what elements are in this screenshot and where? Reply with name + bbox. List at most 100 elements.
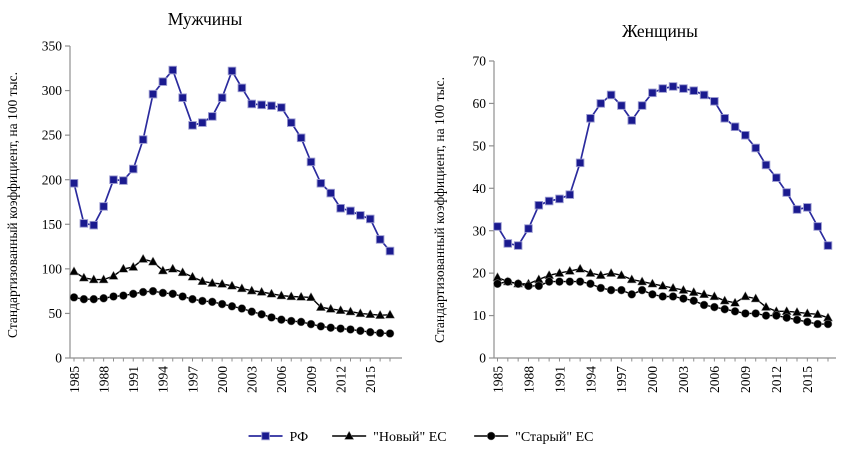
triangle-marker — [355, 308, 366, 318]
triangle-marker — [147, 256, 159, 266]
circle-marker — [217, 299, 227, 309]
x-tick-label: 1994 — [156, 366, 171, 393]
legend-label: РФ — [290, 430, 309, 445]
square-marker — [679, 84, 688, 93]
y-tick-label: 10 — [473, 308, 487, 323]
axes: 0 50 100 150 200 250 300 350 1985 1988 1991 1994 199… — [42, 39, 402, 393]
circle-marker — [524, 281, 533, 291]
square-marker — [306, 157, 316, 167]
y-tick-label: 30 — [473, 223, 487, 238]
square-marker — [296, 133, 306, 143]
triangle-marker — [177, 267, 188, 277]
square-marker — [148, 89, 158, 99]
circle-marker — [366, 327, 375, 337]
legend: РФ "Новый" ЕС "Старый" ЕС — [248, 430, 594, 445]
square-marker — [813, 222, 822, 231]
triangle-marker — [276, 290, 287, 300]
circle-marker — [648, 290, 657, 299]
square-marker — [627, 116, 637, 125]
square-marker — [699, 90, 709, 100]
triangle-marker — [296, 291, 307, 301]
square-marker — [237, 83, 247, 93]
square-marker — [596, 99, 606, 108]
triangle-marker — [564, 265, 575, 275]
x-tick-label: 2006 — [274, 366, 289, 393]
square-marker — [544, 196, 554, 206]
circle-marker — [555, 277, 564, 286]
triangle-marker — [575, 263, 586, 273]
x-tick-label: 1997 — [185, 366, 200, 393]
square-marker — [524, 224, 533, 233]
x-tick-label: 1985 — [67, 366, 82, 393]
y-tick-label: 100 — [42, 261, 63, 276]
circle-marker — [575, 277, 585, 286]
triangle-marker — [197, 276, 208, 285]
circle-marker — [617, 285, 626, 295]
square-marker — [99, 202, 108, 211]
x-tick-label: 2000 — [645, 366, 660, 393]
triangle-marker — [750, 293, 761, 303]
square-marker — [586, 114, 595, 123]
square-marker — [668, 82, 678, 91]
y-tick-label: 300 — [42, 83, 63, 98]
triangle-marker — [606, 267, 617, 277]
triangle-marker — [236, 283, 247, 293]
legend-label: "Новый" ЕС — [373, 430, 446, 445]
y-tick-label: 60 — [473, 96, 487, 111]
circle-marker — [689, 296, 698, 305]
circle-marker — [326, 323, 335, 332]
triangle-marker — [78, 272, 89, 282]
axes: 0 10 20 30 40 50 60 70 1985 1988 1991 1994 1997 2000 2… — [473, 54, 836, 393]
circle-marker — [792, 315, 802, 325]
circle-marker — [346, 325, 355, 334]
circle-marker — [257, 310, 266, 319]
square-marker — [606, 90, 616, 100]
series-line — [496, 85, 829, 247]
x-tick-label: 2003 — [676, 366, 691, 393]
square-marker — [503, 239, 513, 248]
square-marker — [79, 219, 89, 228]
circle-marker — [129, 289, 138, 299]
square-marker — [261, 431, 270, 441]
triangle-marker — [217, 278, 228, 288]
circle-marker — [503, 277, 513, 286]
triangle-marker — [246, 285, 257, 295]
triangle-marker — [256, 286, 267, 296]
square-marker — [257, 100, 266, 110]
x-tick-label: 1991 — [126, 366, 141, 393]
square-marker — [534, 201, 544, 210]
triangle-marker — [68, 266, 80, 276]
series-old-eu — [493, 277, 833, 329]
y-tick-label: 70 — [473, 54, 487, 69]
circle-marker — [79, 294, 89, 304]
circle-marker — [668, 292, 678, 301]
legend-label: "Старый" ЕС — [515, 430, 593, 445]
triangle-marker — [761, 301, 772, 311]
y-tick-label: 50 — [473, 138, 487, 153]
triangle-marker — [384, 309, 396, 319]
triangle-marker — [98, 274, 109, 284]
y-tick-label: 0 — [55, 351, 62, 366]
triangle-marker — [315, 301, 326, 311]
legend-item-new-eu: "Новый" ЕС — [332, 430, 447, 445]
triangle-marker — [118, 263, 129, 273]
triangle-marker — [699, 289, 710, 299]
triangle-marker — [657, 280, 668, 290]
circle-marker — [99, 294, 108, 303]
legend-item-old-eu: "Старый" ЕС — [474, 430, 594, 445]
triangle-marker — [554, 267, 565, 277]
circle-marker — [720, 304, 729, 314]
circle-marker — [699, 300, 709, 310]
square-marker — [168, 65, 177, 75]
triangle-marker — [730, 297, 741, 307]
square-marker — [823, 241, 833, 250]
triangle-marker — [325, 303, 336, 313]
triangle-marker — [157, 265, 168, 275]
square-marker — [782, 188, 791, 197]
circle-marker — [336, 324, 345, 333]
circle-marker — [823, 319, 833, 329]
x-tick-label: 2006 — [707, 366, 722, 393]
square-marker — [188, 121, 197, 130]
square-marker — [69, 179, 79, 188]
circle-marker — [119, 291, 128, 300]
